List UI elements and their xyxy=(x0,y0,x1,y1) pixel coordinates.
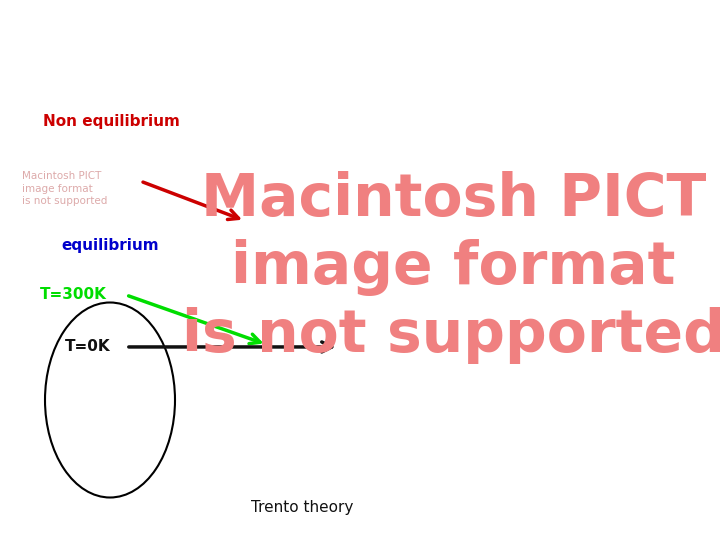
Text: Bloch oscillations in and out of thermal equilibrium: Bloch oscillations in and out of thermal… xyxy=(9,14,489,31)
Text: MICRA: MICRA xyxy=(536,14,597,31)
Text: Trento theory: Trento theory xyxy=(251,501,354,515)
Text: T=300K: T=300K xyxy=(40,287,107,302)
Text: Macintosh PICT
image format
is not supported: Macintosh PICT image format is not suppo… xyxy=(182,171,720,364)
Text: Non equilibrium: Non equilibrium xyxy=(43,114,180,129)
Text: equilibrium: equilibrium xyxy=(61,238,159,253)
Text: T=0K: T=0K xyxy=(65,340,110,354)
Text: Macintosh PICT
image format
is not supported: Macintosh PICT image format is not suppo… xyxy=(22,171,107,206)
